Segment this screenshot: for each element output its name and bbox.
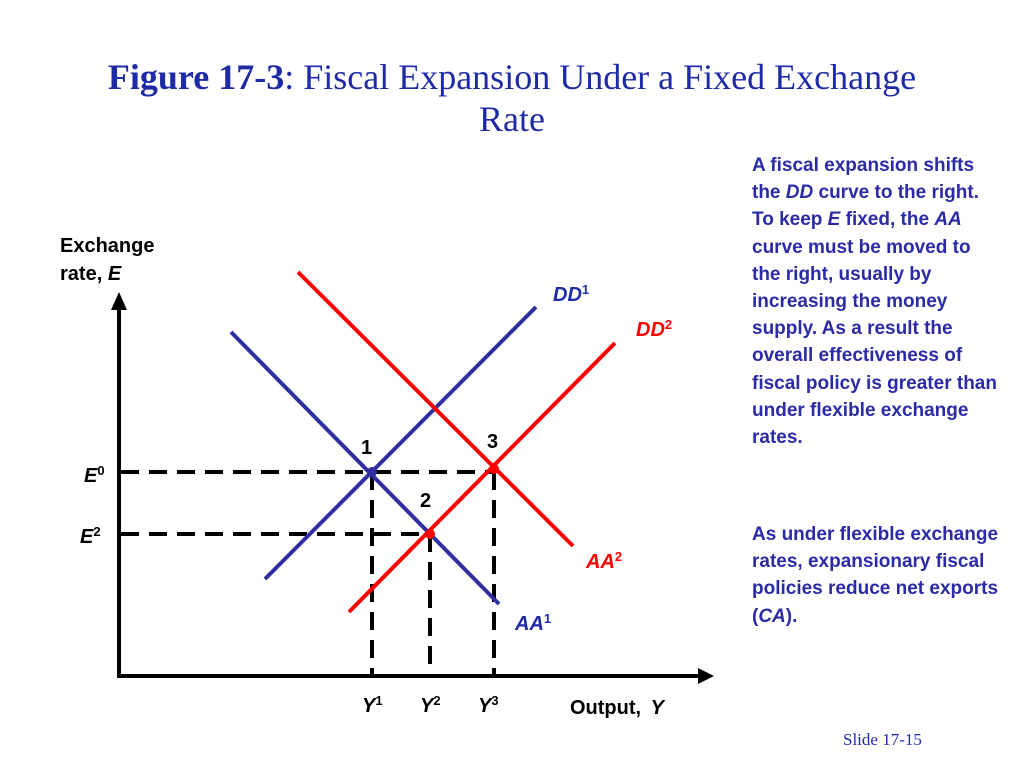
guide-lines xyxy=(121,470,496,676)
aa2-label: AA2 xyxy=(585,549,622,573)
note-aa: AA xyxy=(934,209,962,231)
point-3-label: 3 xyxy=(487,431,498,453)
x-axis-var: Y xyxy=(651,697,666,719)
dd2-name: DD xyxy=(636,319,665,341)
slide-number: Slide 17-15 xyxy=(843,730,922,749)
y-axis-label-line1: Exchange xyxy=(60,235,154,257)
point-2-marker xyxy=(425,529,435,539)
aa1-label: AA1 xyxy=(514,611,551,635)
note-text: As under flexible exchange rates, expans… xyxy=(752,524,999,627)
point-3-marker xyxy=(489,464,499,474)
aa2-curve xyxy=(296,270,575,548)
dd1-curve xyxy=(263,305,538,581)
note-text: A fiscal expansion shifts the xyxy=(752,155,975,204)
e2-sup: 2 xyxy=(93,524,100,539)
dd2-label: DD2 xyxy=(636,317,672,341)
figure-title-text: : Fiscal Expansion Under a Fixed Exchang… xyxy=(284,57,917,139)
explanation-paragraph-2: As under flexible exchange rates, expans… xyxy=(752,521,1002,630)
y3-sup: 3 xyxy=(491,693,498,708)
aa2-name: AA xyxy=(585,551,615,573)
figure-number: Figure 17-3 xyxy=(107,57,285,97)
y1-label: Y1 xyxy=(362,693,383,717)
y2-var: Y xyxy=(420,695,435,717)
dd2-curve xyxy=(347,341,617,614)
dd1-label: DD1 xyxy=(553,282,589,306)
e0-var: E xyxy=(84,465,98,487)
aa1-name: AA xyxy=(514,613,544,635)
note-text: ). xyxy=(785,605,798,627)
e2-var: E xyxy=(80,526,94,548)
y3-label: Y3 xyxy=(478,693,499,717)
y-axis-label-line2: rate, E xyxy=(60,263,122,285)
slide-title: Figure 17-3: Fiscal Expansion Under a Fi… xyxy=(100,56,924,140)
point-1-marker xyxy=(367,467,377,477)
y1-var: Y xyxy=(362,695,377,717)
y-axis-label-text: rate, xyxy=(60,263,108,285)
e0-sup: 0 xyxy=(97,463,104,478)
explanation-paragraph-1: A fiscal expansion shifts the DD curve t… xyxy=(752,152,1002,451)
y1-sup: 1 xyxy=(375,693,382,708)
x-axis-arrow xyxy=(698,668,714,684)
y-axis-var: E xyxy=(108,263,122,285)
x-axis-label-text: Output, xyxy=(570,697,647,719)
dd2-sup: 2 xyxy=(665,317,672,332)
e2-label: E2 xyxy=(80,524,101,548)
dd1-name: DD xyxy=(553,284,582,306)
note-text: fixed, the xyxy=(840,209,935,231)
e0-label: E0 xyxy=(84,463,105,487)
aa2-sup: 2 xyxy=(615,549,622,564)
y2-sup: 2 xyxy=(433,693,440,708)
note-e: E xyxy=(827,209,841,231)
dd1-sup: 1 xyxy=(582,282,589,297)
point-1-label: 1 xyxy=(361,437,372,459)
note-text: curve must be moved to the right, usuall… xyxy=(752,236,997,449)
note-text: curve to the right. To keep xyxy=(752,182,979,231)
note-dd: DD xyxy=(785,182,814,204)
aa1-sup: 1 xyxy=(544,611,551,626)
y2-label: Y2 xyxy=(420,693,441,717)
note-ca: CA xyxy=(758,605,786,627)
aa1-curve xyxy=(229,330,501,606)
y3-var: Y xyxy=(478,695,493,717)
point-2-label: 2 xyxy=(420,490,431,512)
x-axis-label: Output, Y xyxy=(570,697,666,719)
y-axis-arrow xyxy=(111,292,127,310)
